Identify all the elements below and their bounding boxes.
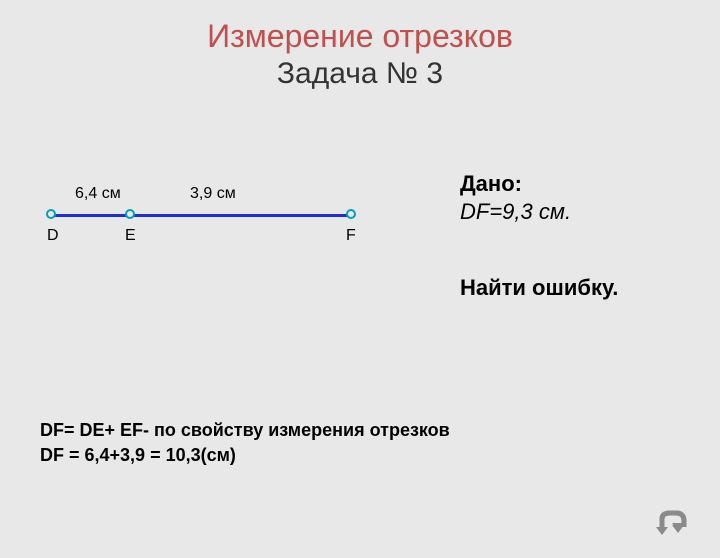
point-e <box>125 209 135 219</box>
content-area: D E F 6,4 см 3,9 см Дано: DF=9,3 см. Най… <box>0 181 720 301</box>
given-value: DF=9,3 см. <box>460 199 618 225</box>
segment-diagram: D E F 6,4 см 3,9 см <box>40 181 380 261</box>
segment-line <box>50 214 350 217</box>
measure-ef: 3,9 см <box>190 185 236 203</box>
title-main: Измерение отрезков <box>0 18 720 55</box>
point-label-d: D <box>47 227 59 245</box>
u-turn-icon <box>656 509 688 537</box>
title-sub: Задача № 3 <box>0 57 720 91</box>
right-column: Дано: DF=9,3 см. Найти ошибку. <box>460 171 618 301</box>
point-label-f: F <box>346 227 356 245</box>
return-button[interactable] <box>654 508 690 538</box>
solution-line-1: DF= DE+ EF- по свойству измерения отрезк… <box>40 418 450 443</box>
solution-line-2: DF = 6,4+3,9 = 10,3(см) <box>40 443 450 468</box>
solution-block: DF= DE+ EF- по свойству измерения отрезк… <box>40 418 450 468</box>
point-label-e: E <box>125 227 136 245</box>
point-f <box>346 209 356 219</box>
given-label: Дано: <box>460 171 618 197</box>
point-d <box>46 209 56 219</box>
task-label: Найти ошибку. <box>460 275 618 301</box>
measure-de: 6,4 см <box>75 185 121 203</box>
